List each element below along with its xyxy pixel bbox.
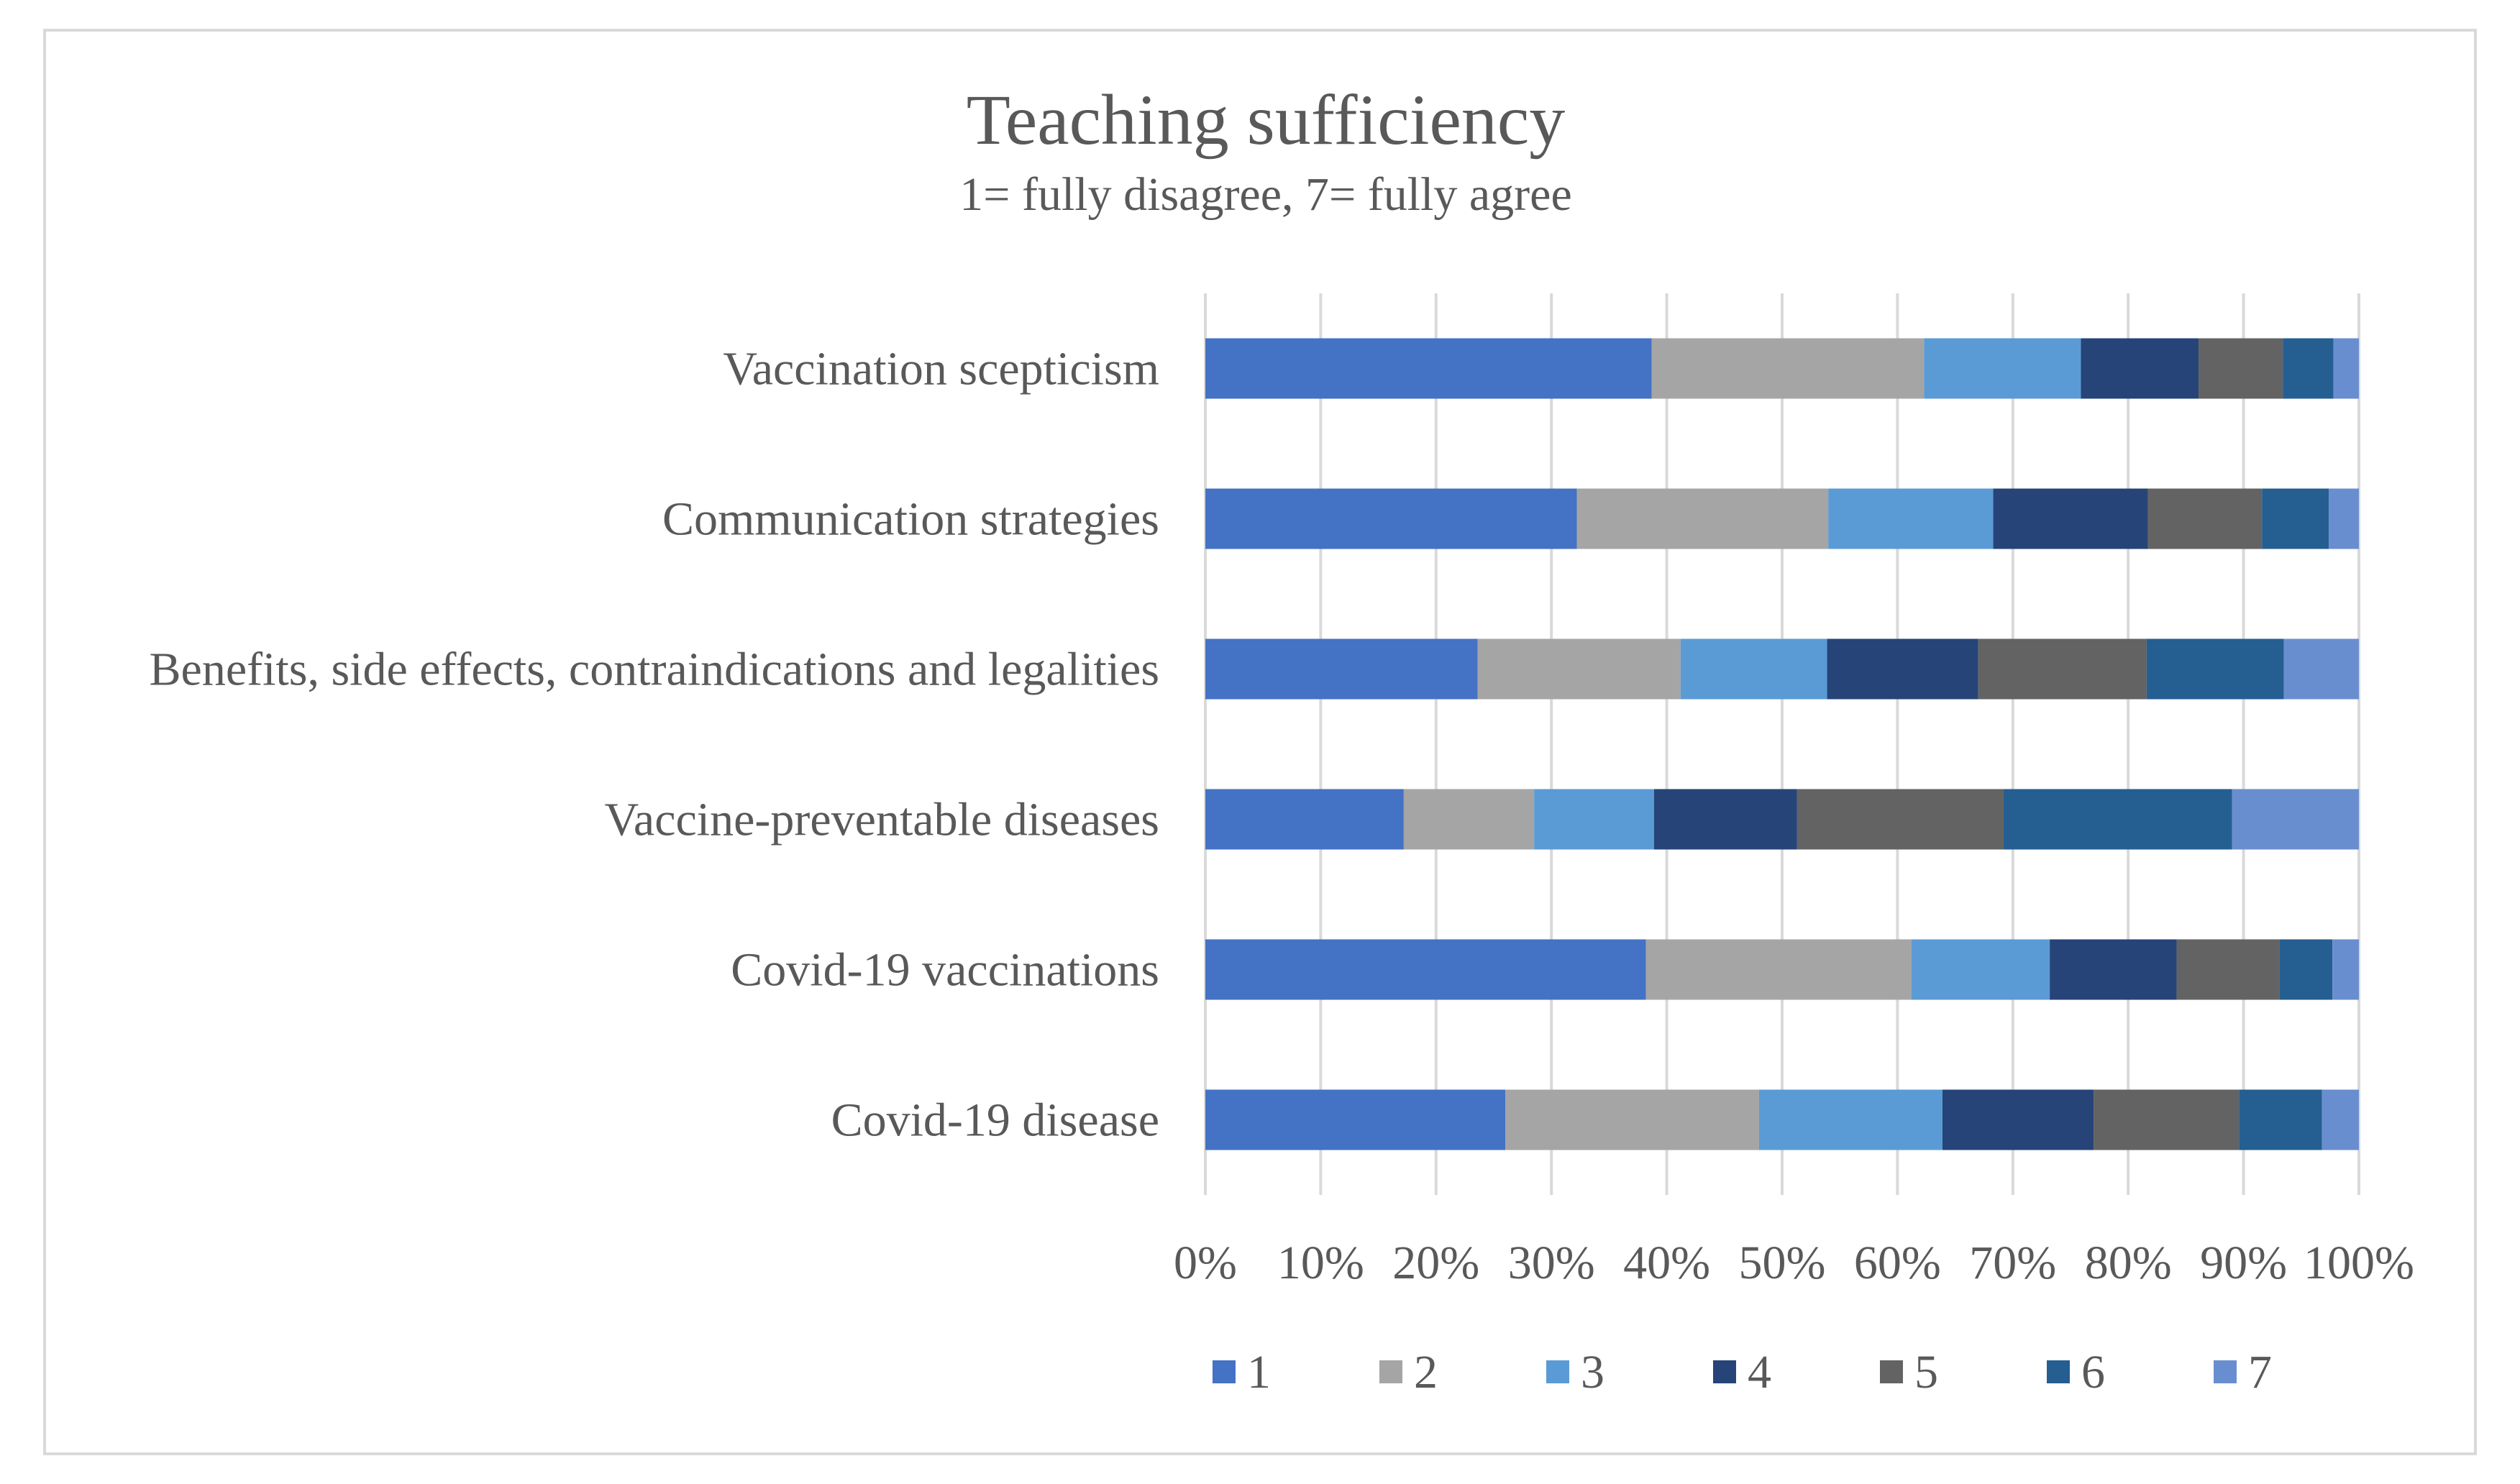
chart-title: Teaching sufficiency (967, 80, 1565, 160)
bar-segment-2 (1477, 638, 1681, 700)
x-tick-label: 90% (2200, 1237, 2287, 1289)
legend-swatch-4 (1713, 1360, 1736, 1383)
bar-segment-7 (2322, 1089, 2359, 1150)
bar-segment-7 (2332, 939, 2359, 1000)
category-labels: Vaccination scepticism Communication stra… (150, 343, 1160, 1147)
bar-segment-4 (1942, 1089, 2094, 1150)
bar-segment-7 (2283, 638, 2359, 700)
bar-segment-5 (2176, 939, 2280, 1000)
x-tick-label: 10% (1277, 1237, 1364, 1289)
bar-segment-2 (1651, 338, 1925, 399)
bar-layer (1205, 338, 2359, 1150)
bar-segment-6 (2239, 1089, 2322, 1150)
bar-segment-5 (1978, 638, 2147, 700)
bar-segment-3 (1924, 338, 2081, 399)
x-tick-label: 30% (1508, 1237, 1595, 1289)
bar-segment-2 (1403, 789, 1535, 850)
legend-swatch-7 (2214, 1360, 2237, 1383)
x-tick-label: 100% (2304, 1237, 2414, 1289)
bar-segment-1 (1205, 338, 1652, 399)
legend-label: 4 (1748, 1346, 1771, 1398)
bar-segment-4 (2081, 338, 2199, 399)
bar-segment-6 (2262, 488, 2329, 549)
category-label: Covid-19 disease (831, 1094, 1159, 1147)
legend-swatch-5 (1880, 1360, 1903, 1383)
category-label: Vaccination scepticism (723, 343, 1159, 395)
bar-segment-5 (2199, 338, 2283, 399)
legend-label: 6 (2081, 1346, 2105, 1398)
bar-segment-2 (1576, 488, 1829, 549)
bar-segment-5 (2147, 488, 2263, 549)
legend-label: 5 (1914, 1346, 1938, 1398)
bar-segment-4 (1653, 789, 1797, 850)
bar-segment-1 (1205, 789, 1404, 850)
bar-segment-6 (2279, 939, 2333, 1000)
legend: 1 2 3 4 5 6 7 (1213, 1346, 2272, 1398)
x-tick-label: 20% (1392, 1237, 1479, 1289)
bar-segment-2 (1505, 1089, 1759, 1150)
bar-segment-3 (1680, 638, 1827, 700)
x-tick-label: 0% (1174, 1237, 1237, 1289)
bar-segment-3 (1828, 488, 1994, 549)
legend-label: 2 (1414, 1346, 1438, 1398)
bar-segment-1 (1205, 939, 1646, 1000)
bar-segment-6 (2003, 789, 2232, 850)
bar-segment-2 (1645, 939, 1912, 1000)
legend-swatch-1 (1213, 1360, 1236, 1383)
category-label: Benefits, side effects, contraindication… (150, 643, 1160, 696)
legend-swatch-3 (1546, 1360, 1569, 1383)
bar-segment-1 (1205, 488, 1577, 549)
legend-swatch-2 (1379, 1360, 1402, 1383)
x-tick-label: 50% (1739, 1237, 1826, 1289)
bar-segment-7 (2333, 338, 2359, 399)
legend-label: 1 (1247, 1346, 1271, 1398)
legend-label: 3 (1581, 1346, 1604, 1398)
chart-frame (43, 29, 2477, 1455)
bar-segment-3 (1911, 939, 2050, 1000)
bar-segment-5 (1797, 789, 2004, 850)
bar-segment-3 (1758, 1089, 1942, 1150)
bar-segment-1 (1205, 638, 1478, 700)
bar-segment-7 (2232, 789, 2359, 850)
category-label: Vaccine-preventable diseases (605, 794, 1159, 846)
bar-segment-6 (2146, 638, 2284, 700)
bar-segment-6 (2283, 338, 2334, 399)
bar-segment-7 (2329, 488, 2359, 549)
chart-subtitle: 1= fully disagree, 7= fully agree (959, 168, 1572, 221)
x-tick-label: 60% (1854, 1237, 1941, 1289)
category-label: Covid-19 vaccinations (731, 944, 1159, 997)
bar-segment-3 (1534, 789, 1654, 850)
x-tick-label: 80% (2085, 1237, 2172, 1289)
bar-segment-5 (2094, 1089, 2240, 1150)
legend-label: 7 (2248, 1346, 2272, 1398)
bar-segment-4 (1827, 638, 1978, 700)
gridlines (1204, 293, 2360, 1195)
x-axis-ticks: 0% 10% 20% 30% 40% 50% 60% 70% 80% 90% 100% (1174, 1237, 2414, 1289)
bar-segment-1 (1205, 1089, 1506, 1150)
legend-swatch-6 (2047, 1360, 2070, 1383)
x-tick-label: 40% (1623, 1237, 1710, 1289)
category-label: Communication strategies (662, 493, 1159, 546)
bar-segment-4 (2050, 939, 2177, 1000)
bar-segment-4 (1993, 488, 2148, 549)
x-tick-label: 70% (1969, 1237, 2056, 1289)
